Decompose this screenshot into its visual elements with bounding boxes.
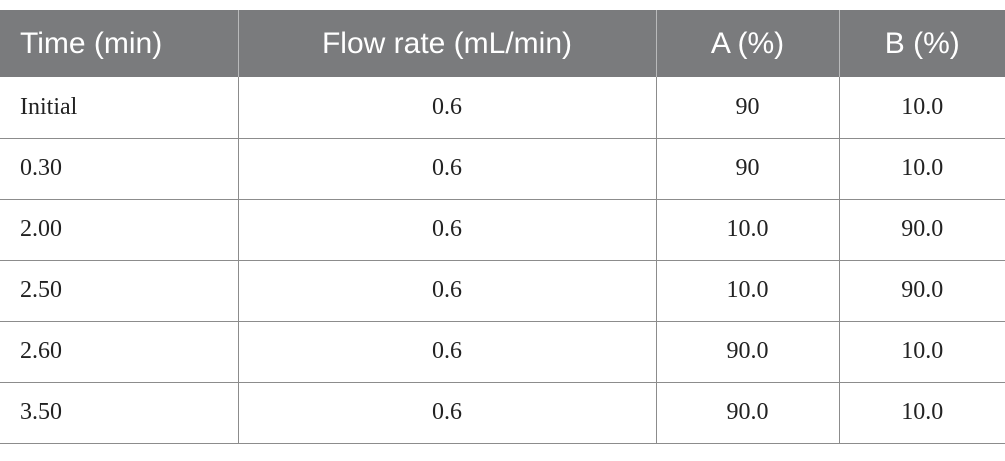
cell-time: 0.30 xyxy=(0,138,239,200)
table-row: 2.60 0.6 90.0 10.0 xyxy=(0,321,1005,383)
table-row: 3.50 0.6 90.0 10.0 xyxy=(0,382,1005,444)
table-row: 2.50 0.6 10.0 90.0 xyxy=(0,260,1005,322)
cell-b-percent: 10.0 xyxy=(839,321,1005,383)
table-row: 0.30 0.6 90 10.0 xyxy=(0,138,1005,200)
cell-b-percent: 10.0 xyxy=(839,138,1005,200)
header-row: Time (min) Flow rate (mL/min) A (%) B (%… xyxy=(0,0,1005,77)
gradient-table: Time (min) Flow rate (mL/min) A (%) B (%… xyxy=(0,0,1005,444)
table-header: Time (min) Flow rate (mL/min) A (%) B (%… xyxy=(0,0,1005,77)
cell-a-percent: 10.0 xyxy=(656,260,840,322)
cell-time: 2.60 xyxy=(0,321,239,383)
header-a-percent: A (%) xyxy=(656,0,840,77)
cell-a-percent: 90 xyxy=(656,138,840,200)
cell-time: 2.50 xyxy=(0,260,239,322)
cell-a-percent: 10.0 xyxy=(656,199,840,261)
cell-time: Initial xyxy=(0,77,239,139)
header-b-percent: B (%) xyxy=(839,0,1005,77)
cell-flow-rate: 0.6 xyxy=(238,138,657,200)
cell-flow-rate: 0.6 xyxy=(238,382,657,444)
table-row: Initial 0.6 90 10.0 xyxy=(0,77,1005,139)
cell-time: 2.00 xyxy=(0,199,239,261)
cell-b-percent: 90.0 xyxy=(839,260,1005,322)
cell-a-percent: 90.0 xyxy=(656,321,840,383)
cell-a-percent: 90 xyxy=(656,77,840,139)
cell-flow-rate: 0.6 xyxy=(238,321,657,383)
cell-a-percent: 90.0 xyxy=(656,382,840,444)
cell-b-percent: 90.0 xyxy=(839,199,1005,261)
table-row: 2.00 0.6 10.0 90.0 xyxy=(0,199,1005,261)
header-flow-rate: Flow rate (mL/min) xyxy=(238,0,657,77)
cell-flow-rate: 0.6 xyxy=(238,260,657,322)
header-time: Time (min) xyxy=(0,0,239,77)
table-body: Initial 0.6 90 10.0 0.30 0.6 90 10.0 2.0… xyxy=(0,77,1005,444)
cell-b-percent: 10.0 xyxy=(839,382,1005,444)
cell-time: 3.50 xyxy=(0,382,239,444)
cell-flow-rate: 0.6 xyxy=(238,77,657,139)
cell-b-percent: 10.0 xyxy=(839,77,1005,139)
cell-flow-rate: 0.6 xyxy=(238,199,657,261)
